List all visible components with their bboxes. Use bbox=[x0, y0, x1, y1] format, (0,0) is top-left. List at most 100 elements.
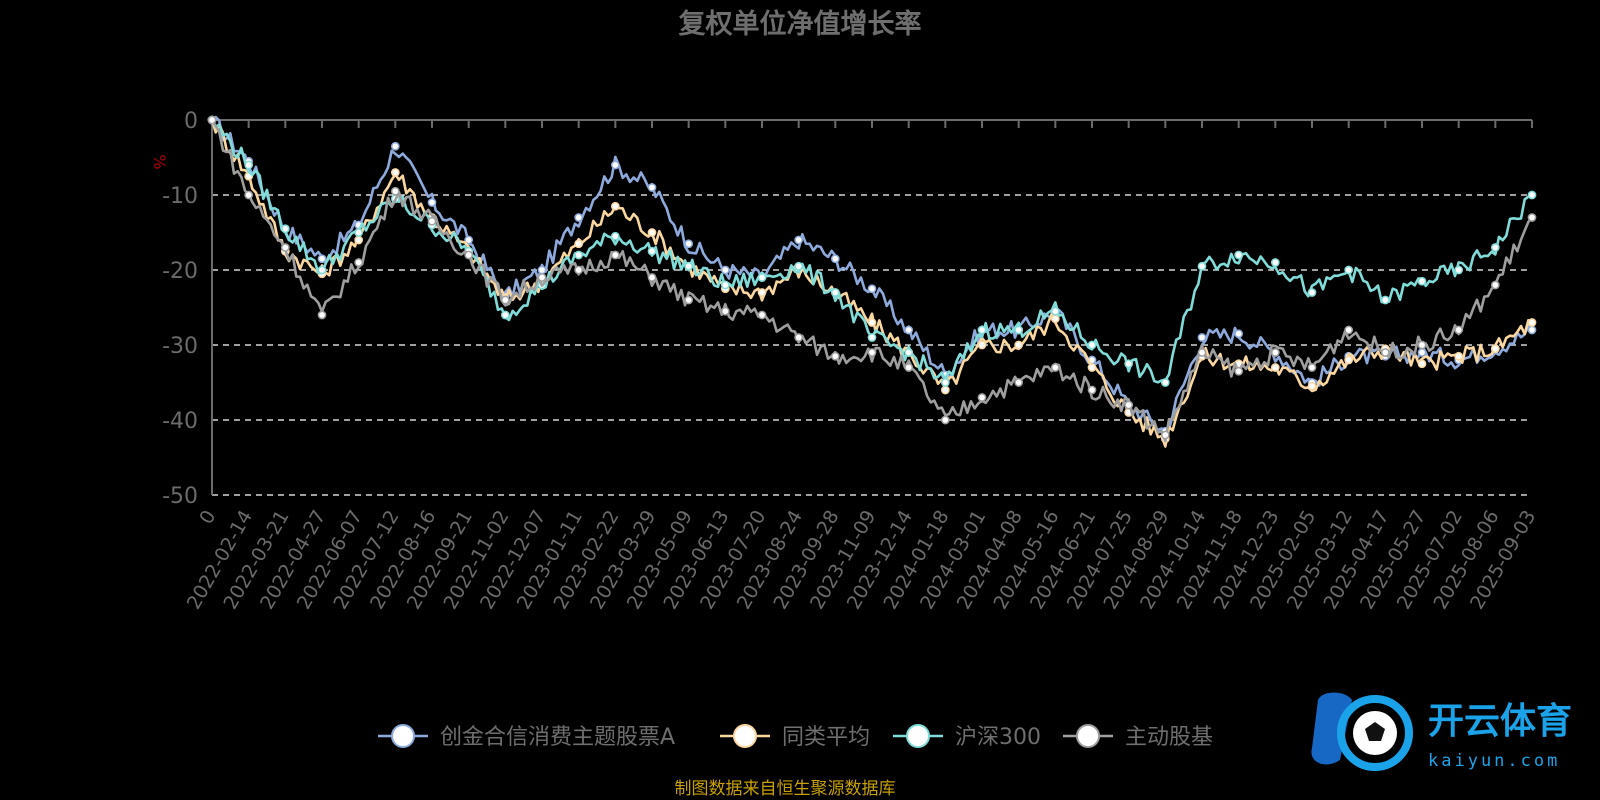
data-point bbox=[610, 250, 620, 260]
data-point bbox=[427, 216, 437, 226]
series-line bbox=[210, 119, 1533, 448]
data-point bbox=[317, 265, 327, 275]
data-point bbox=[390, 141, 400, 151]
data-point bbox=[1234, 366, 1244, 376]
data-point bbox=[500, 295, 510, 305]
data-point bbox=[574, 239, 584, 249]
data-point bbox=[1087, 363, 1097, 372]
data-point bbox=[940, 415, 950, 425]
data-point bbox=[1270, 363, 1280, 372]
legend-label: 沪深300 bbox=[955, 725, 1041, 750]
data-point bbox=[1490, 344, 1500, 354]
y-tick-label: -20 bbox=[162, 259, 198, 284]
legend-marker-icon bbox=[391, 724, 415, 748]
data-point bbox=[1527, 318, 1537, 327]
legend-item[interactable]: 同类平均 bbox=[720, 724, 870, 750]
data-point bbox=[757, 273, 767, 282]
data-point bbox=[280, 224, 290, 234]
data-point bbox=[574, 250, 584, 260]
legend[interactable]: 创金合信消费主题股票A 同类平均 沪深300 主动股基 bbox=[378, 724, 1213, 750]
data-point bbox=[1050, 306, 1060, 316]
data-point bbox=[1014, 378, 1024, 387]
data-point bbox=[1234, 329, 1244, 339]
data-point bbox=[1050, 363, 1060, 372]
data-point bbox=[244, 190, 254, 200]
legend-item[interactable]: 创金合信消费主题股票A bbox=[378, 724, 675, 750]
data-point bbox=[500, 310, 510, 320]
legend-item[interactable]: 主动股基 bbox=[1063, 724, 1213, 750]
data-point bbox=[1307, 381, 1317, 391]
data-point bbox=[427, 198, 437, 207]
legend-marker-icon bbox=[906, 724, 930, 748]
data-point bbox=[1270, 258, 1280, 267]
data-point bbox=[757, 310, 767, 320]
series-line bbox=[210, 119, 1534, 443]
data-point bbox=[684, 261, 694, 271]
data-point bbox=[317, 310, 327, 320]
data-point bbox=[610, 231, 620, 241]
data-point bbox=[1527, 325, 1537, 335]
data-point bbox=[940, 378, 950, 387]
data-point bbox=[1307, 288, 1317, 297]
legend-marker-icon bbox=[733, 724, 757, 748]
data-source-note: 制图数据来自恒生聚源数据库 bbox=[675, 779, 896, 799]
data-point bbox=[244, 160, 254, 170]
data-point bbox=[1050, 314, 1060, 324]
data-point bbox=[830, 254, 840, 264]
legend-item[interactable]: 沪深300 bbox=[893, 724, 1041, 750]
data-point bbox=[1454, 265, 1464, 275]
y-tick-label: -40 bbox=[162, 409, 198, 434]
data-point bbox=[207, 115, 217, 125]
data-point bbox=[1160, 378, 1170, 387]
data-point bbox=[610, 160, 620, 170]
data-point bbox=[1307, 363, 1317, 372]
data-point bbox=[757, 288, 767, 297]
data-point bbox=[867, 318, 877, 327]
logo-url: kaiyun.com bbox=[1428, 751, 1560, 771]
data-point bbox=[464, 250, 474, 260]
data-point bbox=[647, 228, 657, 237]
data-point bbox=[1197, 333, 1207, 342]
data-point bbox=[1527, 213, 1537, 222]
data-point bbox=[1417, 340, 1427, 350]
data-point bbox=[794, 333, 804, 342]
grid bbox=[212, 194, 1532, 496]
data-point bbox=[647, 183, 657, 192]
legend-label: 创金合信消费主题股票A bbox=[440, 725, 675, 750]
x-tick-label: 0 bbox=[195, 507, 220, 528]
data-point bbox=[867, 348, 877, 357]
data-point bbox=[940, 385, 950, 395]
data-point bbox=[464, 235, 474, 245]
data-point bbox=[1197, 348, 1207, 357]
series-line bbox=[211, 115, 1533, 433]
data-point bbox=[720, 265, 730, 275]
data-point bbox=[794, 235, 804, 245]
data-point bbox=[1490, 280, 1500, 290]
y-tick-label: -50 bbox=[162, 484, 198, 509]
data-point bbox=[684, 239, 694, 249]
chart-title: 复权单位净值增长率 bbox=[679, 8, 922, 40]
data-point bbox=[354, 228, 364, 237]
data-point bbox=[280, 243, 290, 252]
data-point bbox=[1234, 250, 1244, 260]
data-point bbox=[977, 340, 987, 350]
data-point bbox=[830, 351, 840, 361]
data-point bbox=[1270, 348, 1280, 357]
data-point bbox=[574, 213, 584, 222]
data-point bbox=[1014, 340, 1024, 350]
data-point bbox=[390, 186, 400, 196]
legend-label: 同类平均 bbox=[782, 725, 870, 750]
data-point bbox=[720, 306, 730, 316]
data-point bbox=[904, 325, 914, 335]
series-line bbox=[210, 119, 1533, 384]
data-point bbox=[1344, 325, 1354, 335]
logo: 开云体育 kaiyun.com bbox=[1311, 692, 1572, 771]
data-point bbox=[1454, 351, 1464, 361]
data-point bbox=[1124, 400, 1134, 410]
soccer-ball-icon bbox=[1311, 692, 1413, 771]
data-point bbox=[1380, 295, 1390, 305]
legend-marker-icon bbox=[1076, 724, 1100, 748]
data-point bbox=[1417, 348, 1427, 357]
data-point bbox=[354, 235, 364, 245]
